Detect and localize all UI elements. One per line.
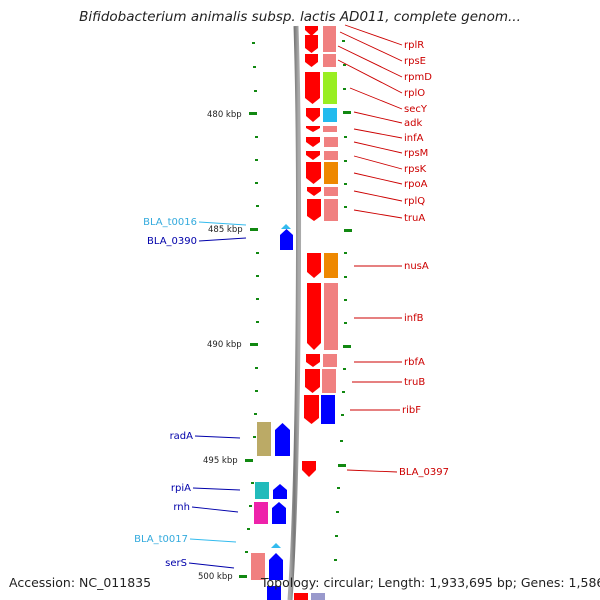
genome-backbone — [287, 25, 301, 600]
cog-truB — [322, 369, 336, 393]
label-infB: infB — [404, 313, 424, 324]
label-BLA_0390: BLA_0390 — [147, 236, 197, 247]
label-BLA_t0017: BLA_t0017 — [134, 534, 188, 545]
reverse-label-lines — [188, 221, 247, 569]
gene-ribF[interactable] — [304, 395, 319, 424]
label-radA: radA — [170, 431, 194, 442]
cog-infA — [323, 126, 337, 132]
label-rpoA: rpoA — [404, 179, 428, 190]
gene-infB[interactable] — [307, 283, 321, 350]
gene-rpsK[interactable] — [306, 151, 320, 160]
gene-rplQ[interactable] — [307, 187, 321, 196]
gene-rplO[interactable] — [305, 72, 320, 104]
cog-rplQ — [324, 187, 338, 196]
label-rplO: rplO — [404, 88, 425, 99]
cog-rpsK — [324, 151, 338, 160]
label-ribF: ribF — [402, 405, 421, 416]
gene-truA[interactable] — [307, 199, 321, 221]
label-secY: secY — [404, 104, 428, 115]
ruler-ticks — [239, 42, 259, 578]
cog-bottom — [311, 593, 325, 600]
genome-summary-text: Topology: circular; Length: 1,933,695 bp… — [261, 575, 600, 590]
accession-text: Accession: NC_011835 — [9, 575, 152, 590]
label-rpsE: rpsE — [404, 56, 426, 67]
ruler-label-490: 490 kbp — [207, 340, 242, 350]
cog-radA — [257, 422, 271, 456]
label-BLA_0397: BLA_0397 — [399, 467, 449, 478]
gene-rpmD[interactable] — [305, 54, 318, 67]
gene-rpoA[interactable] — [306, 162, 321, 184]
gene-rbfA[interactable] — [306, 354, 320, 367]
gene-BLA_t0017[interactable] — [271, 543, 281, 548]
reverse-strand — [251, 224, 293, 600]
label-rpsK: rpsK — [404, 164, 427, 175]
label-rpmD: rpmD — [404, 72, 432, 83]
gene-radA[interactable] — [275, 423, 290, 456]
gene-BLA_0390[interactable] — [280, 229, 293, 250]
label-nusA: nusA — [404, 261, 429, 272]
label-BLA_t0016: BLA_t0016 — [143, 217, 197, 228]
cog-rpiA — [255, 482, 269, 499]
cog-rpoA — [324, 162, 338, 184]
ruler-label-485: 485 kbp — [208, 225, 243, 235]
cog-ribF — [321, 395, 335, 424]
gene-rplR[interactable] — [305, 26, 318, 36]
gene-adk[interactable] — [306, 108, 320, 122]
outer-ticks — [334, 40, 352, 561]
label-rplQ: rplQ — [404, 196, 425, 207]
label-rpiA: rpiA — [171, 483, 191, 494]
cog-nusA — [324, 253, 338, 278]
gene-serS[interactable] — [269, 553, 283, 580]
forward-strand — [294, 26, 338, 600]
gene-nusA[interactable] — [307, 253, 321, 278]
cog-rpsE — [323, 35, 336, 52]
label-rpsM: rpsM — [404, 148, 428, 159]
cog-rnh — [254, 502, 268, 524]
gene-rpsE[interactable] — [305, 35, 318, 53]
gene-infA[interactable] — [306, 126, 320, 132]
gene-BLA_t0016[interactable] — [281, 224, 291, 229]
cog-rplO — [323, 72, 337, 104]
label-adk: adk — [404, 118, 422, 129]
gene-rpsM[interactable] — [306, 137, 320, 147]
gene-truB[interactable] — [305, 369, 320, 393]
cog-rplR — [323, 26, 336, 35]
label-truB: truB — [404, 377, 425, 388]
cog-rpsM — [324, 137, 338, 147]
gene-bottom-reverse — [267, 586, 281, 600]
gene-BLA_0397[interactable] — [302, 461, 316, 477]
cog-infB — [324, 283, 338, 350]
cog-truA — [324, 199, 338, 221]
forward-label-lines — [337, 24, 403, 473]
genome-title: Bifidobacterium animalis subsp. lactis A… — [79, 9, 521, 25]
ruler-label-500: 500 kbp — [198, 572, 233, 582]
label-infA: infA — [404, 133, 424, 144]
label-rnh: rnh — [173, 502, 190, 513]
gene-bottom-forward — [294, 593, 308, 600]
cog-rpmD — [323, 54, 336, 67]
cog-rbfA — [323, 354, 337, 367]
ruler-label-495: 495 kbp — [203, 456, 238, 466]
label-serS: serS — [165, 558, 187, 569]
label-rbfA: rbfA — [404, 357, 425, 368]
cog-secY — [323, 108, 337, 122]
ruler-label-480: 480 kbp — [207, 110, 242, 120]
gene-rpiA[interactable] — [273, 484, 287, 499]
label-rplR: rplR — [404, 40, 424, 51]
gene-rnh[interactable] — [272, 502, 286, 524]
cog-serS — [251, 553, 265, 580]
label-truA: truA — [404, 213, 425, 224]
